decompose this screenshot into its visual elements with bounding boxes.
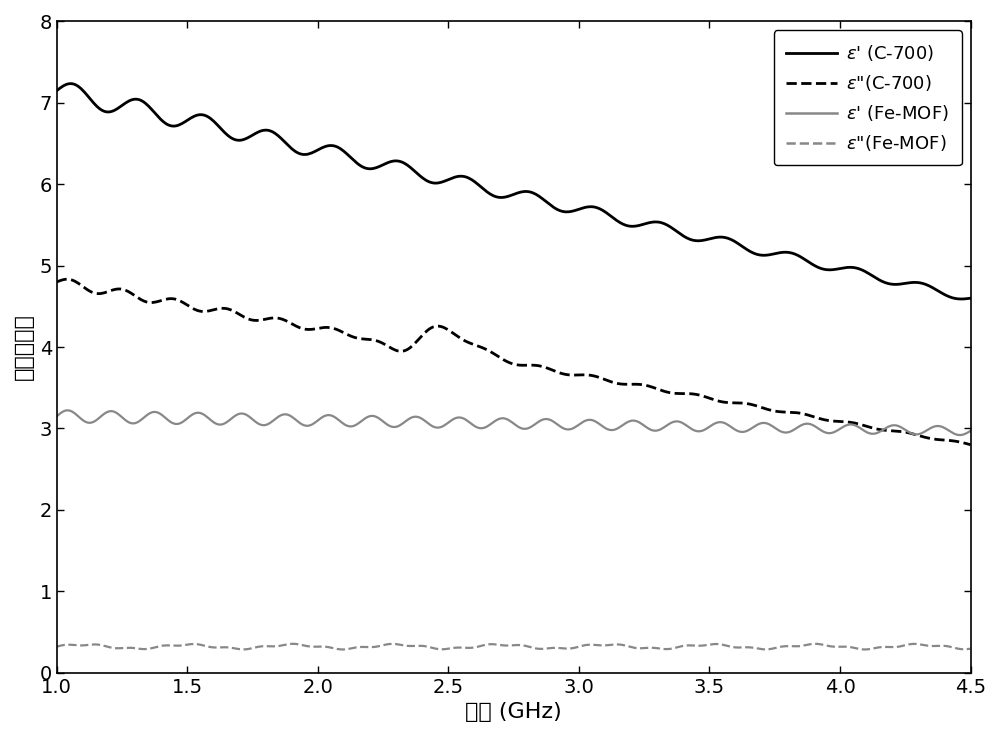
Y-axis label: 复介电常数: 复介电常数 (14, 314, 34, 381)
X-axis label: 频率 (GHz): 频率 (GHz) (465, 702, 562, 722)
Legend: $\varepsilon$' (C-700), $\varepsilon$"(C-700), $\varepsilon$' (Fe-MOF), $\vareps: $\varepsilon$' (C-700), $\varepsilon$"(C… (774, 30, 962, 166)
